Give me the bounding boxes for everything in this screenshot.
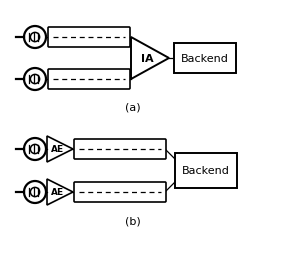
FancyBboxPatch shape xyxy=(48,70,130,90)
Text: AE: AE xyxy=(51,145,64,154)
FancyBboxPatch shape xyxy=(74,182,166,202)
FancyBboxPatch shape xyxy=(174,44,236,74)
Text: Backend: Backend xyxy=(181,54,229,64)
FancyBboxPatch shape xyxy=(48,28,130,48)
Text: Backend: Backend xyxy=(182,166,230,176)
Text: (b): (b) xyxy=(125,216,140,226)
Text: IA: IA xyxy=(141,54,153,64)
FancyBboxPatch shape xyxy=(175,153,237,188)
Text: (a): (a) xyxy=(125,103,140,113)
FancyBboxPatch shape xyxy=(74,139,166,159)
Text: AE: AE xyxy=(51,188,64,197)
